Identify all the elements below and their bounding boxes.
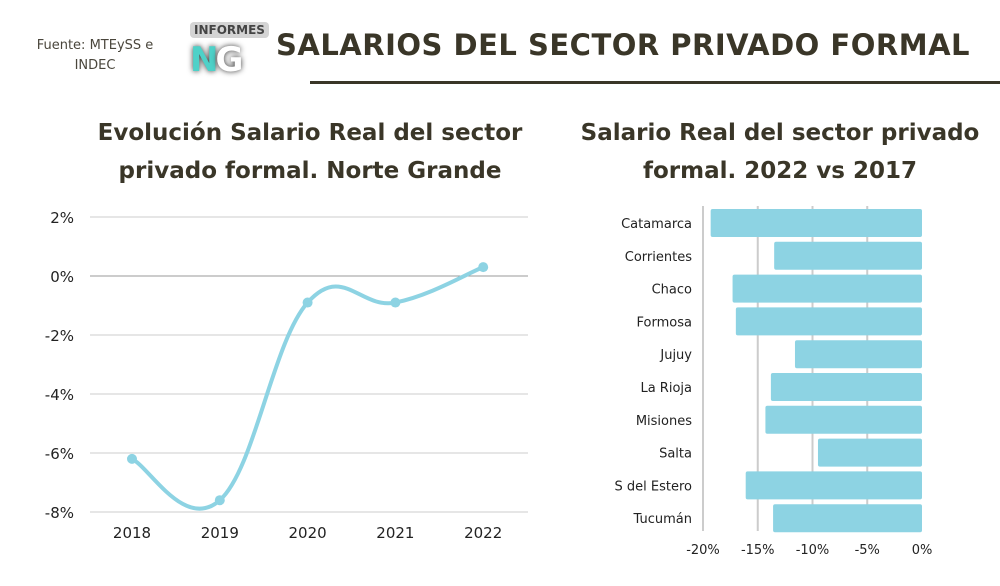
- category-label: Chaco: [652, 283, 692, 298]
- y-tick-label: 0%: [50, 268, 74, 286]
- y-tick-label: -2%: [45, 327, 74, 345]
- data-point: [127, 453, 137, 464]
- bar: [745, 471, 922, 500]
- x-tick-label: 2021: [376, 524, 414, 542]
- category-label: Salta: [659, 447, 692, 462]
- data-point: [302, 297, 313, 308]
- data-point: [390, 297, 401, 308]
- bar: [773, 504, 922, 533]
- page-title: SALARIOS DEL SECTOR PRIVADO FORMAL: [276, 28, 970, 62]
- title-divider: [310, 81, 1000, 84]
- category-label: S del Estero: [615, 479, 693, 494]
- category-label: Catamarca: [621, 217, 692, 232]
- x-tick-label: 2020: [289, 524, 327, 542]
- category-label: Tucumán: [633, 512, 692, 527]
- category-label: Misiones: [636, 414, 692, 429]
- x-tick-label: -15%: [741, 543, 775, 558]
- category-label: Formosa: [637, 315, 692, 330]
- x-tick-label: 2019: [201, 524, 239, 542]
- line-chart: 2% 0% -2% -4% -6% -8% 2018 2019 2020 2021 2022: [45, 209, 528, 542]
- y-tick-label: -4%: [45, 386, 74, 404]
- data-point: [214, 495, 225, 506]
- line-chart-title: Evolución Salario Real del sector privad…: [97, 120, 523, 184]
- x-tick-label: 2022: [464, 524, 502, 542]
- logo-letters: NG: [190, 40, 243, 80]
- category-label: Corrientes: [625, 250, 692, 265]
- x-tick-label: 0%: [912, 543, 933, 558]
- informes-ng-logo: INFORMES NG: [184, 22, 284, 82]
- bar: [765, 405, 922, 434]
- x-tick-label: -20%: [686, 543, 720, 558]
- bar: [770, 373, 922, 401]
- bar: [794, 340, 922, 369]
- bar: [774, 241, 922, 270]
- y-tick-label: 2%: [50, 209, 74, 227]
- logo-tag: INFORMES: [190, 22, 269, 38]
- y-tick-label: -8%: [45, 504, 74, 522]
- bar: [817, 438, 922, 467]
- bar: [710, 209, 922, 237]
- y-tick-label: -6%: [45, 445, 74, 463]
- source-note: Fuente: MTEySS e INDEC: [36, 38, 154, 73]
- x-tick-label: -5%: [855, 543, 880, 558]
- x-tick-label: 2018: [113, 524, 151, 542]
- series-line: [130, 265, 486, 511]
- data-point: [478, 262, 489, 273]
- category-label: Jujuy: [659, 348, 692, 363]
- x-tick-label: -10%: [796, 543, 830, 558]
- bar-chart-title: Salario Real del sector privado formal. …: [580, 120, 980, 184]
- bar-chart: -20% -15% -10% -5% 0% Catamarca Corrientes Chac…: [615, 206, 933, 558]
- category-label: La Rioja: [640, 381, 692, 396]
- bar: [735, 307, 922, 336]
- bar: [732, 274, 922, 303]
